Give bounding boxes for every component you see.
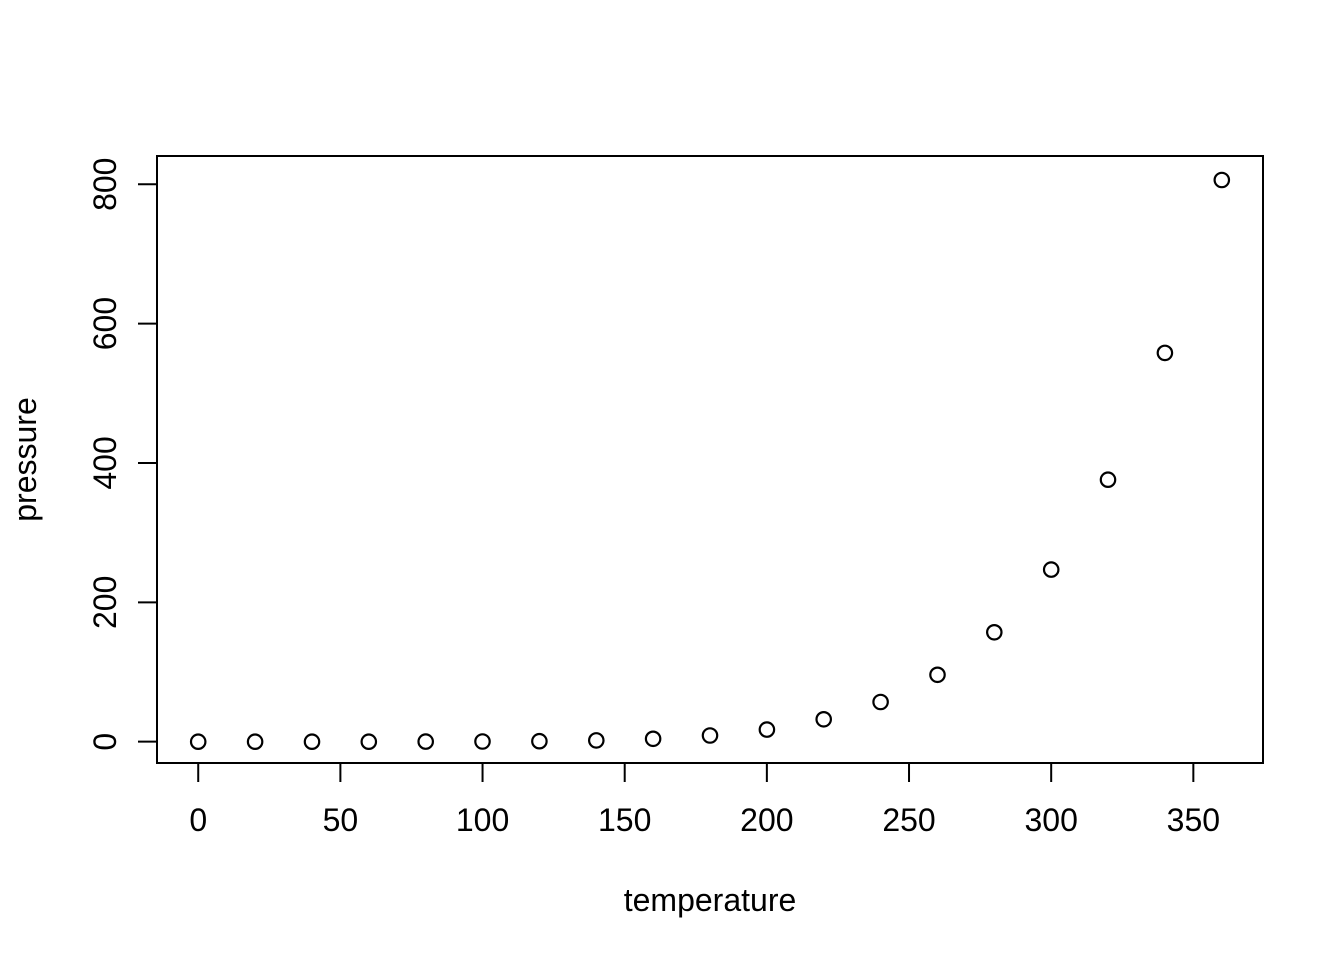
- data-point: [587, 732, 605, 749]
- x-tick-label: 50: [323, 802, 359, 838]
- data-point: [985, 623, 1003, 641]
- x-axis-title: temperature: [624, 882, 797, 918]
- y-tick-label: 200: [87, 576, 123, 629]
- x-tick-label: 150: [598, 802, 651, 838]
- data-point: [929, 666, 946, 684]
- data-point: [758, 721, 776, 738]
- y-tick-label: 800: [87, 158, 123, 211]
- y-axis-title: pressure: [7, 397, 43, 522]
- x-tick-label: 200: [740, 802, 793, 838]
- y-tick-label: 400: [87, 436, 123, 489]
- data-point: [246, 733, 264, 750]
- data-point: [474, 733, 491, 750]
- data-point: [189, 733, 207, 750]
- y-tick-label: 600: [87, 297, 123, 350]
- plot-frame: [156, 155, 1264, 764]
- data-point: [417, 733, 434, 750]
- data-points: [189, 171, 1231, 750]
- x-tick-label: 100: [456, 802, 509, 838]
- data-point: [1213, 171, 1231, 189]
- data-point: [1099, 471, 1117, 488]
- x-tick-label: 300: [1024, 802, 1077, 838]
- data-point: [1156, 344, 1174, 362]
- data-point: [1042, 561, 1060, 578]
- data-point: [303, 733, 321, 750]
- data-point: [872, 693, 889, 711]
- x-axis: 0 50 100 150 200 250 300 350: [189, 763, 1220, 838]
- y-tick-label: 0: [87, 733, 123, 751]
- data-point: [644, 730, 662, 748]
- data-point: [531, 732, 548, 750]
- y-axis: 0 200 400 600 800: [87, 158, 157, 751]
- data-point: [360, 733, 378, 750]
- x-tick-label: 0: [189, 802, 207, 838]
- x-tick-label: 250: [882, 802, 935, 838]
- data-point: [815, 710, 832, 728]
- data-point: [701, 727, 719, 744]
- x-tick-label: 350: [1167, 802, 1220, 838]
